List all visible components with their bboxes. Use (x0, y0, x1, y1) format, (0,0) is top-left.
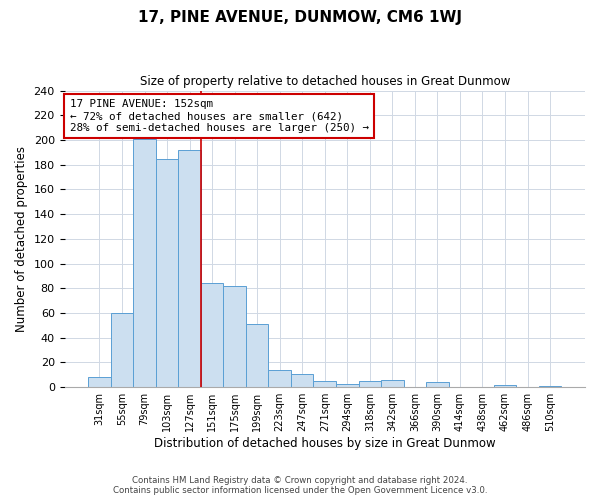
Bar (268, 370, 291, 387)
Bar (201, 284, 223, 387)
Bar (178, 150, 201, 387)
Y-axis label: Number of detached properties: Number of detached properties (15, 146, 28, 332)
X-axis label: Distribution of detached houses by size in Great Dunmow: Distribution of detached houses by size … (154, 437, 496, 450)
Text: Contains HM Land Registry data © Crown copyright and database right 2024.
Contai: Contains HM Land Registry data © Crown c… (113, 476, 487, 495)
Bar (313, 381, 336, 387)
Title: Size of property relative to detached houses in Great Dunmow: Size of property relative to detached ho… (140, 75, 510, 88)
Bar (494, 384, 516, 387)
Bar (359, 381, 381, 387)
Bar (246, 324, 268, 387)
Bar (291, 374, 313, 387)
Bar (156, 158, 178, 387)
Bar (133, 139, 156, 387)
Bar (336, 384, 359, 387)
Text: 17 PINE AVENUE: 152sqm
← 72% of detached houses are smaller (642)
28% of semi-de: 17 PINE AVENUE: 152sqm ← 72% of detached… (70, 100, 369, 132)
Bar (223, 286, 246, 387)
Bar (111, 313, 133, 387)
Bar (381, 380, 404, 387)
Bar (539, 386, 562, 387)
Text: 17, PINE AVENUE, DUNMOW, CM6 1WJ: 17, PINE AVENUE, DUNMOW, CM6 1WJ (138, 10, 462, 25)
Bar (426, 382, 449, 387)
Bar (88, 378, 111, 387)
